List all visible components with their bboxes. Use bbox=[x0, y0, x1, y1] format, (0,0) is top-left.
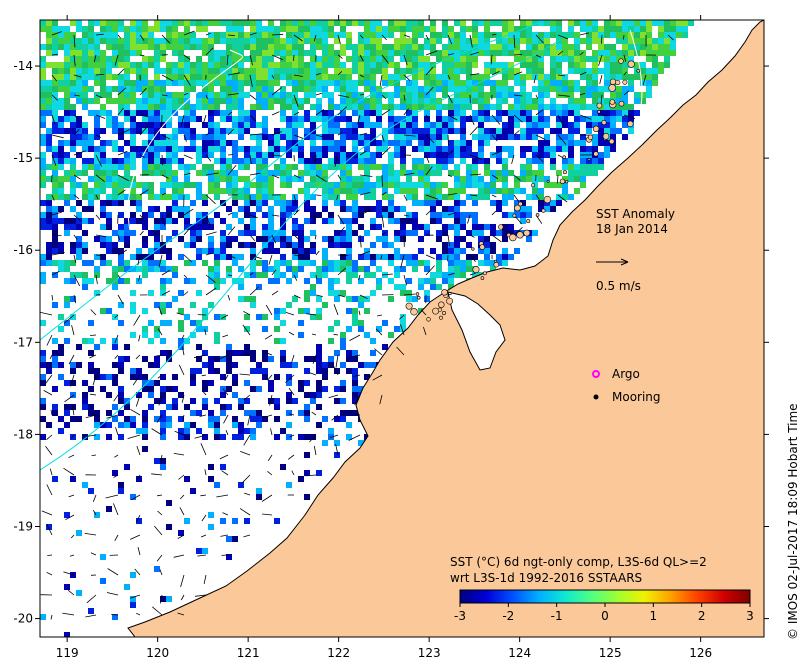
y-tick-label: -18 bbox=[13, 427, 33, 441]
legend-mooring-label: Mooring bbox=[612, 390, 661, 404]
y-tick-label: -17 bbox=[13, 335, 33, 349]
colorbar-tick-label: -3 bbox=[454, 609, 466, 623]
y-tick-label: -16 bbox=[13, 243, 33, 257]
argo-marker-icon bbox=[592, 370, 600, 378]
x-tick-label: 119 bbox=[56, 646, 79, 660]
colorbar-title-line1: SST (°C) 6d ngt-only comp, L3S-6d QL>=2 bbox=[450, 555, 707, 569]
colorbar bbox=[459, 589, 751, 604]
legend-argo-label: Argo bbox=[612, 367, 640, 381]
y-tick-label: -19 bbox=[13, 519, 33, 533]
current-vectors bbox=[40, 30, 674, 620]
coastal-islands bbox=[405, 58, 641, 322]
map-title-line1: SST Anomaly bbox=[596, 207, 675, 221]
x-tick-label: 123 bbox=[418, 646, 441, 660]
gulf-inlet bbox=[447, 291, 506, 371]
colorbar-title-line2: wrt L3S-1d 1992-2016 SSTAARS bbox=[450, 571, 642, 585]
x-axis-ticks: 119 120 121 122 123 124 125 126 bbox=[56, 15, 712, 660]
x-tick-label: 124 bbox=[508, 646, 531, 660]
x-tick-label: 125 bbox=[599, 646, 622, 660]
y-tick-label: -20 bbox=[13, 612, 33, 626]
colorbar-tick-label: 1 bbox=[650, 609, 658, 623]
reference-vector-label: 0.5 m/s bbox=[596, 279, 641, 293]
x-tick-label: 122 bbox=[327, 646, 350, 660]
x-tick-label: 120 bbox=[146, 646, 169, 660]
map-area bbox=[40, 20, 764, 637]
imos-credit: © IMOS 02-Jul-2017 18:09 Hobart Time bbox=[786, 403, 800, 640]
y-tick-label: -15 bbox=[13, 151, 33, 165]
mooring-marker-icon bbox=[593, 394, 599, 400]
x-tick-label: 121 bbox=[237, 646, 260, 660]
colorbar-ticks: -3 -2 -1 0 1 2 3 bbox=[454, 603, 754, 623]
reference-vector-arrow bbox=[596, 258, 629, 266]
depth-contours bbox=[40, 21, 643, 471]
y-tick-label: -14 bbox=[13, 59, 33, 73]
colorbar-tick-label: -2 bbox=[502, 609, 514, 623]
colorbar-tick-label: -1 bbox=[551, 609, 563, 623]
colorbar-tick-label: 2 bbox=[698, 609, 706, 623]
sst-anomaly-cells bbox=[40, 20, 694, 637]
colorbar-tick-label: 3 bbox=[746, 609, 754, 623]
colorbar-tick-label: 0 bbox=[601, 609, 609, 623]
y-axis-ticks: -14-15-16-17-18-19-20 bbox=[13, 59, 769, 626]
map-title-line2: 18 Jan 2014 bbox=[596, 222, 668, 236]
x-tick-label: 126 bbox=[689, 646, 712, 660]
map-frame bbox=[39, 19, 765, 638]
